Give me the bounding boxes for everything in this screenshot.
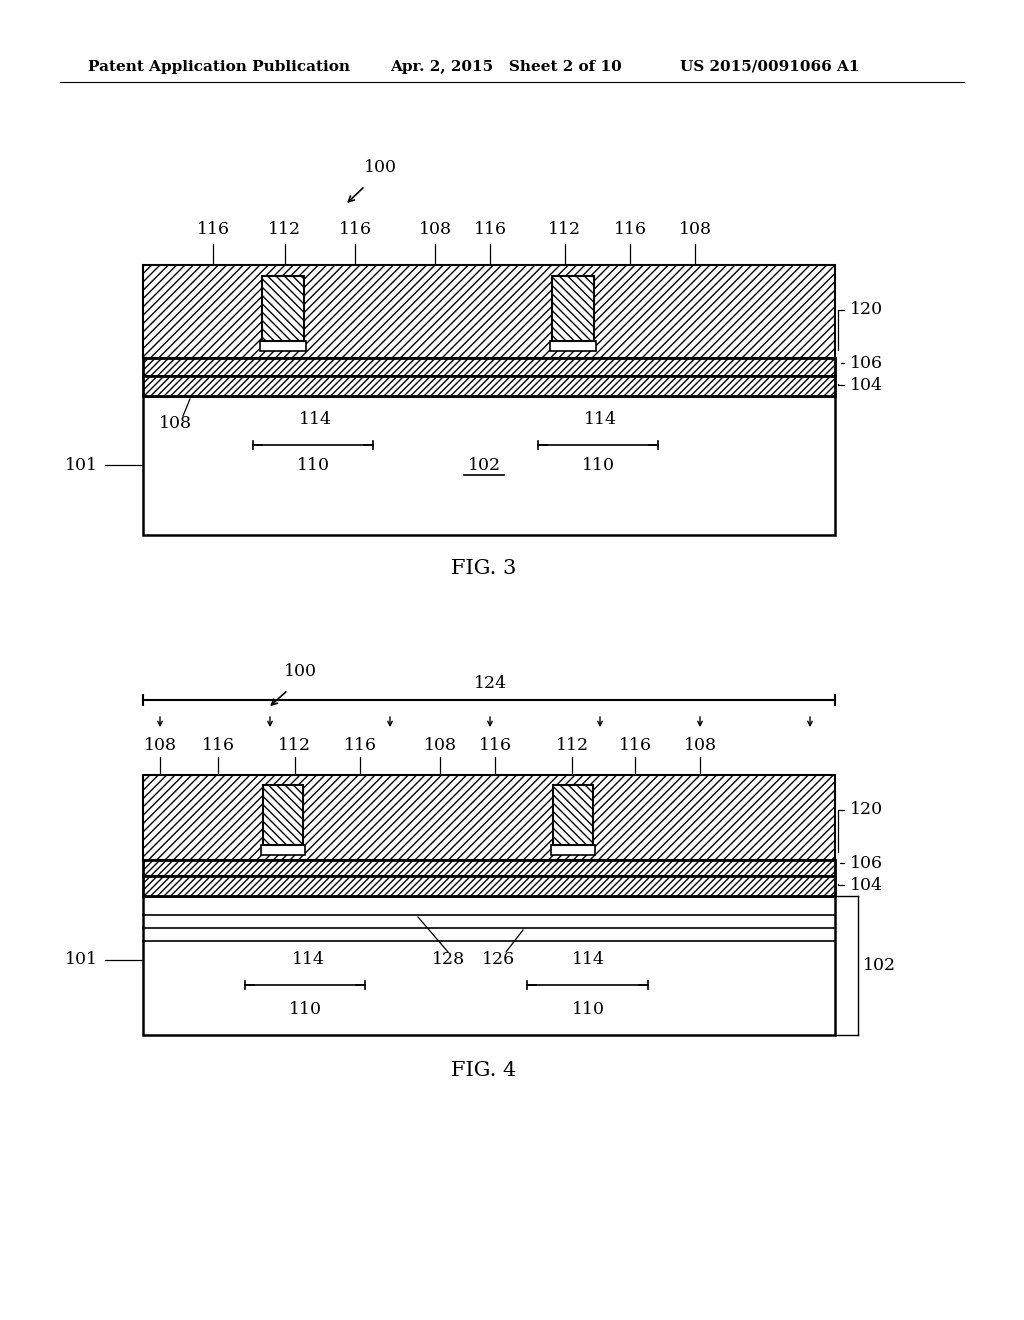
Text: 108: 108 xyxy=(424,737,457,754)
Text: 108: 108 xyxy=(143,737,176,754)
Text: 114: 114 xyxy=(571,952,604,969)
Bar xyxy=(262,276,304,341)
Text: 108: 108 xyxy=(159,416,191,433)
Text: FIG. 3: FIG. 3 xyxy=(452,558,517,578)
Bar xyxy=(263,785,303,845)
Text: 124: 124 xyxy=(473,675,507,692)
Bar xyxy=(262,276,304,341)
Text: 101: 101 xyxy=(65,457,98,474)
Text: 112: 112 xyxy=(555,737,589,754)
Text: 128: 128 xyxy=(431,952,465,969)
Text: 108: 108 xyxy=(683,737,717,754)
Bar xyxy=(143,775,835,861)
Text: 112: 112 xyxy=(549,222,582,239)
Bar xyxy=(550,341,596,351)
Text: 120: 120 xyxy=(850,801,883,818)
Bar xyxy=(263,785,303,845)
Bar xyxy=(552,276,594,341)
Text: 116: 116 xyxy=(618,737,651,754)
Text: 126: 126 xyxy=(481,952,515,969)
Bar xyxy=(553,785,593,845)
Text: 108: 108 xyxy=(679,222,712,239)
Text: 106: 106 xyxy=(850,355,883,371)
Bar xyxy=(552,276,594,341)
Text: 110: 110 xyxy=(582,457,614,474)
Bar xyxy=(262,276,304,341)
Bar xyxy=(143,896,835,1035)
Text: FIG. 4: FIG. 4 xyxy=(452,1060,517,1080)
Text: 116: 116 xyxy=(339,222,372,239)
Bar xyxy=(143,265,835,358)
Bar xyxy=(143,376,835,396)
Text: 116: 116 xyxy=(197,222,229,239)
Bar xyxy=(553,785,593,845)
Bar xyxy=(143,358,835,376)
Text: 114: 114 xyxy=(292,952,325,969)
Text: 116: 116 xyxy=(613,222,646,239)
Text: 120: 120 xyxy=(850,301,883,318)
Text: 116: 116 xyxy=(478,737,512,754)
Text: 101: 101 xyxy=(65,952,98,969)
Text: 114: 114 xyxy=(299,412,332,429)
Text: 100: 100 xyxy=(364,160,396,177)
Text: 112: 112 xyxy=(279,737,311,754)
Text: 116: 116 xyxy=(202,737,234,754)
Text: 106: 106 xyxy=(850,854,883,871)
Text: Patent Application Publication: Patent Application Publication xyxy=(88,59,350,74)
Bar xyxy=(143,861,835,876)
Bar xyxy=(143,396,835,535)
Text: 100: 100 xyxy=(284,664,316,681)
Bar xyxy=(551,845,595,855)
Text: 116: 116 xyxy=(343,737,377,754)
Bar xyxy=(260,341,306,351)
Text: 110: 110 xyxy=(571,1002,604,1019)
Bar xyxy=(261,845,305,855)
Text: US 2015/0091066 A1: US 2015/0091066 A1 xyxy=(680,59,859,74)
Text: 110: 110 xyxy=(289,1002,322,1019)
Text: 110: 110 xyxy=(297,457,330,474)
Text: 116: 116 xyxy=(473,222,507,239)
Text: 104: 104 xyxy=(850,876,883,894)
Text: 114: 114 xyxy=(584,412,616,429)
Text: 104: 104 xyxy=(850,376,883,393)
Bar xyxy=(263,785,303,845)
Bar xyxy=(552,276,594,341)
Text: 102: 102 xyxy=(467,457,501,474)
Bar xyxy=(143,876,835,896)
Text: 108: 108 xyxy=(419,222,452,239)
Text: 102: 102 xyxy=(863,957,896,974)
Bar xyxy=(553,785,593,845)
Text: 112: 112 xyxy=(268,222,301,239)
Text: Apr. 2, 2015   Sheet 2 of 10: Apr. 2, 2015 Sheet 2 of 10 xyxy=(390,59,622,74)
